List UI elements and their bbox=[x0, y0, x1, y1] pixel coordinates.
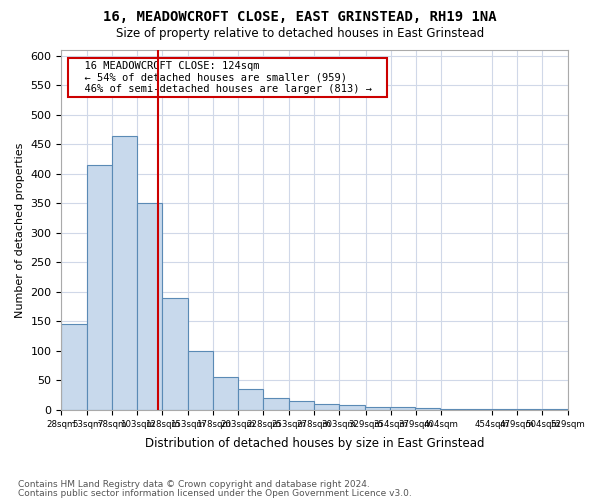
Text: 16 MEADOWCROFT CLOSE: 124sqm  
  ← 54% of detached houses are smaller (959)  
  : 16 MEADOWCROFT CLOSE: 124sqm ← 54% of de… bbox=[71, 61, 384, 94]
Text: 16, MEADOWCROFT CLOSE, EAST GRINSTEAD, RH19 1NA: 16, MEADOWCROFT CLOSE, EAST GRINSTEAD, R… bbox=[103, 10, 497, 24]
Bar bbox=[289, 401, 314, 410]
Bar bbox=[188, 351, 213, 410]
Bar bbox=[86, 165, 112, 410]
Bar bbox=[213, 378, 238, 410]
Text: Size of property relative to detached houses in East Grinstead: Size of property relative to detached ho… bbox=[116, 28, 484, 40]
Bar bbox=[466, 409, 491, 410]
Bar bbox=[440, 409, 466, 410]
Bar bbox=[365, 407, 390, 410]
X-axis label: Distribution of detached houses by size in East Grinstead: Distribution of detached houses by size … bbox=[145, 437, 484, 450]
Y-axis label: Number of detached properties: Number of detached properties bbox=[15, 142, 25, 318]
Bar bbox=[163, 298, 188, 410]
Text: Contains public sector information licensed under the Open Government Licence v3: Contains public sector information licen… bbox=[18, 488, 412, 498]
Bar bbox=[61, 324, 86, 410]
Bar bbox=[112, 136, 137, 410]
Bar bbox=[238, 390, 263, 410]
Bar bbox=[390, 407, 415, 410]
Text: Contains HM Land Registry data © Crown copyright and database right 2024.: Contains HM Land Registry data © Crown c… bbox=[18, 480, 370, 489]
Bar bbox=[415, 408, 440, 410]
Bar bbox=[137, 204, 163, 410]
Bar bbox=[339, 405, 365, 410]
Bar bbox=[314, 404, 339, 410]
Bar bbox=[263, 398, 289, 410]
